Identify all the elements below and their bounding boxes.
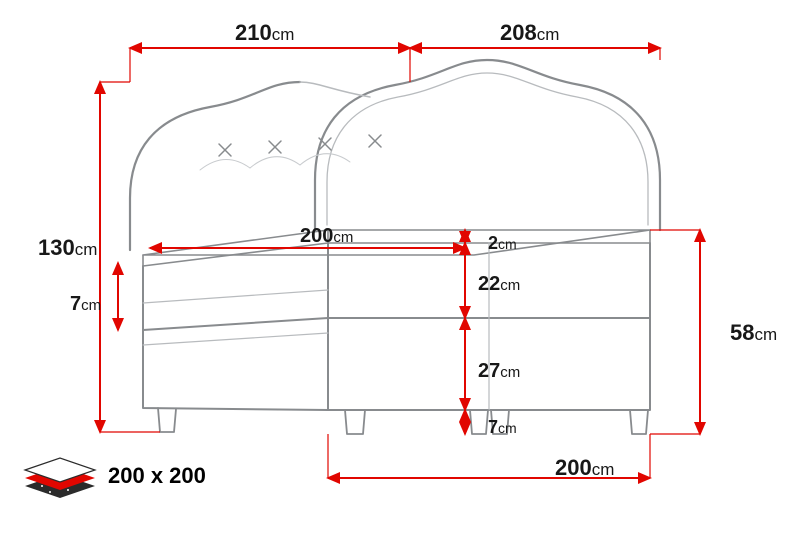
bottom-width-200: 200cm xyxy=(555,455,614,481)
dim-value: 200 xyxy=(300,225,333,247)
layer-7: 7cm xyxy=(488,417,517,438)
dim-value: 27 xyxy=(478,360,500,382)
size-icon: 200 x 200 xyxy=(20,438,210,513)
dim-unit: cm xyxy=(75,240,98,259)
dim-value: 210 xyxy=(235,20,272,45)
headboard-back-face xyxy=(130,82,300,250)
headboard-top-ridge xyxy=(300,82,370,97)
layer-22: 22cm xyxy=(478,273,520,296)
layer-27: 27cm xyxy=(478,360,520,383)
top-depth-208: 208cm xyxy=(500,20,559,46)
dim-unit: cm xyxy=(500,277,520,294)
dim-value: 208 xyxy=(500,20,537,45)
box1-side xyxy=(143,266,328,330)
headboard-front-inner xyxy=(327,73,648,225)
top-width-210: 210cm xyxy=(235,20,294,46)
dim-value: 130 xyxy=(38,235,75,260)
dim-unit: cm xyxy=(537,25,560,44)
dim-unit: cm xyxy=(498,236,517,252)
dim-value: 7 xyxy=(70,293,81,315)
dim-unit: cm xyxy=(498,420,517,436)
inner-width-200: 200cm xyxy=(300,225,353,248)
dim-value: 7 xyxy=(488,417,498,437)
layer-2: 2cm xyxy=(488,233,517,254)
mattress-layers-icon xyxy=(20,446,100,506)
left-mattress-7: 7cm xyxy=(70,293,101,316)
dim-unit: cm xyxy=(592,460,615,479)
headboard-front-face xyxy=(315,60,660,230)
dim-unit: cm xyxy=(272,25,295,44)
right-height-58: 58cm xyxy=(730,320,777,346)
dim-unit: cm xyxy=(81,297,101,314)
dim-value: 22 xyxy=(478,273,500,295)
bed-legs xyxy=(158,408,648,434)
dim-unit: cm xyxy=(754,325,777,344)
headboard-tufting-buttons xyxy=(200,135,381,170)
dim-value: 58 xyxy=(730,320,754,345)
dim-unit: cm xyxy=(333,229,353,246)
dim-value: 2 xyxy=(488,233,498,253)
size-icon-text: 200 x 200 xyxy=(108,463,206,489)
dim-unit: cm xyxy=(500,364,520,381)
dim-value: 200 xyxy=(555,455,592,480)
box2-side xyxy=(143,330,328,410)
left-height-130: 130cm xyxy=(38,235,97,261)
